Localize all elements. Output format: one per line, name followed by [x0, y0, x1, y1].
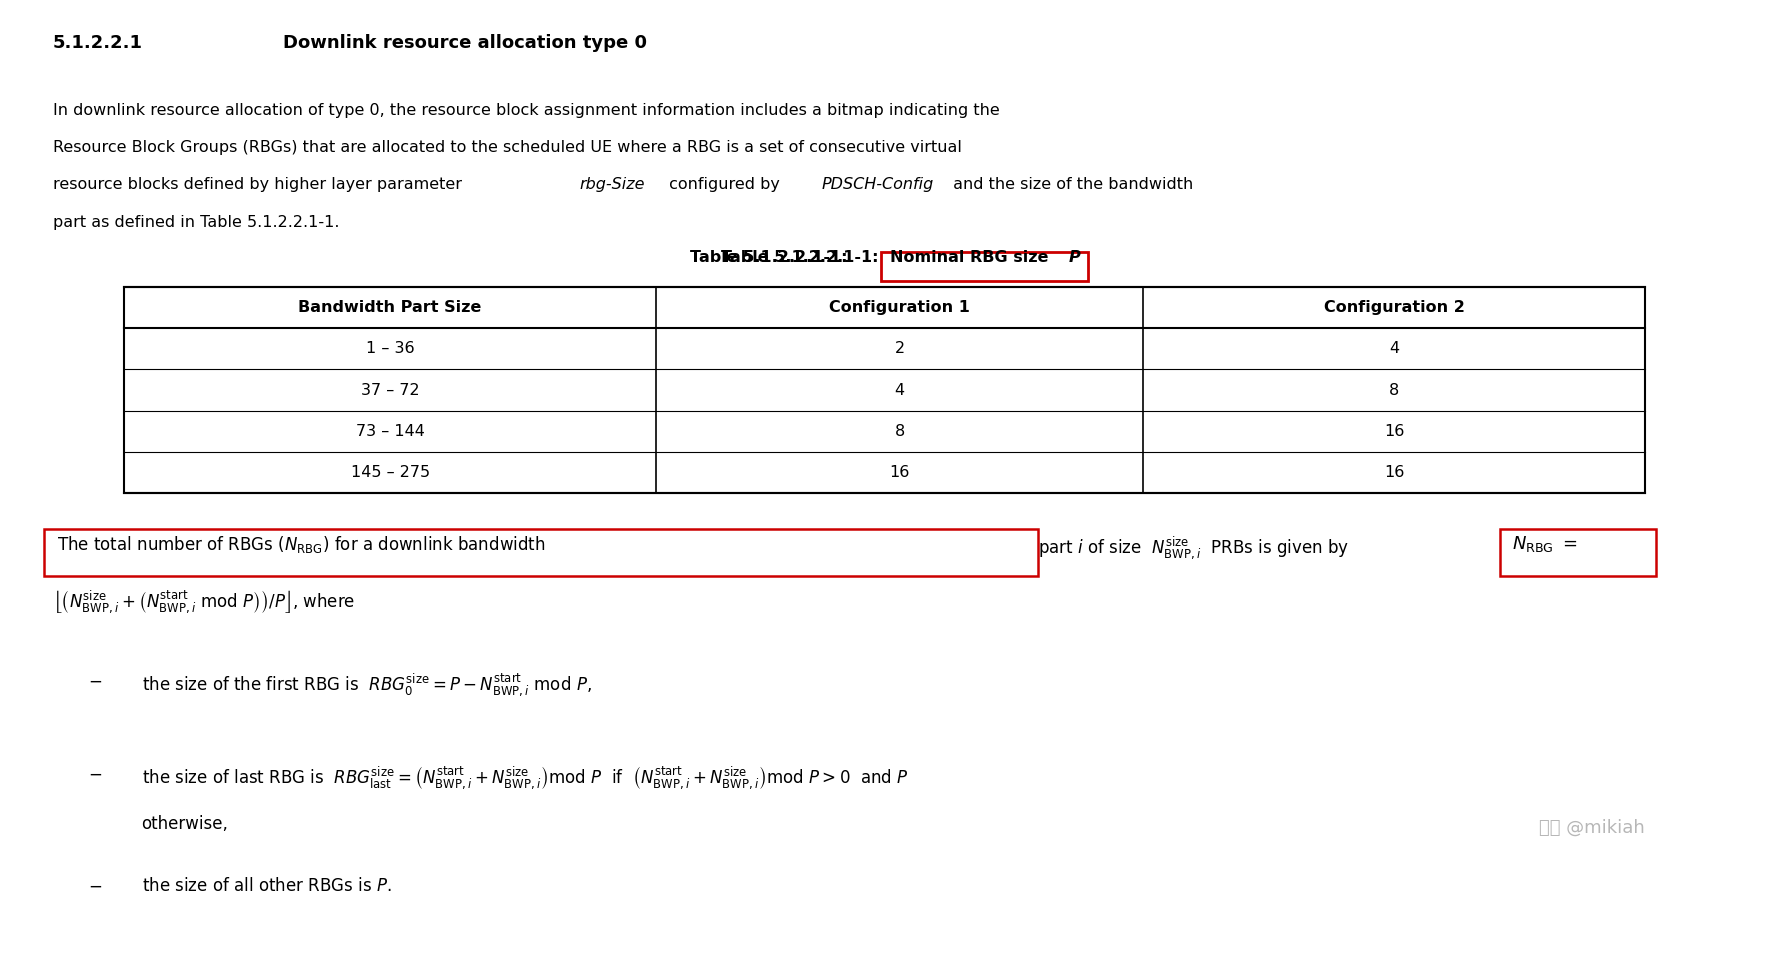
- Text: 8: 8: [1389, 382, 1399, 398]
- Text: rbg-Size: rbg-Size: [580, 177, 646, 192]
- Text: $\left\lfloor\left(N_{\mathrm{BWP},i}^{\mathrm{size}} + \left(N_{\mathrm{BWP},i}: $\left\lfloor\left(N_{\mathrm{BWP},i}^{\…: [53, 588, 356, 615]
- Text: 16: 16: [890, 465, 909, 480]
- Text: 2: 2: [895, 341, 904, 357]
- Text: resource blocks defined by higher layer parameter: resource blocks defined by higher layer …: [53, 177, 467, 192]
- Text: Configuration 1: Configuration 1: [830, 300, 969, 316]
- Text: 1 – 36: 1 – 36: [366, 341, 414, 357]
- Text: the size of all other RBGs is $P$.: the size of all other RBGs is $P$.: [142, 877, 391, 895]
- Text: 知乎 @mikiah: 知乎 @mikiah: [1539, 818, 1645, 836]
- Text: P: P: [1068, 250, 1081, 265]
- Text: 16: 16: [1383, 465, 1405, 480]
- Text: PDSCH-Config: PDSCH-Config: [821, 177, 934, 192]
- Text: Bandwidth Part Size: Bandwidth Part Size: [299, 300, 481, 316]
- Text: $-$: $-$: [88, 764, 103, 782]
- Text: Table 5.1.2.2.1-1:: Table 5.1.2.2.1-1:: [690, 250, 853, 265]
- Text: $N_{\mathrm{RBG}}$ $=$: $N_{\mathrm{RBG}}$ $=$: [1512, 534, 1578, 554]
- Text: part $i$ of size  $N_{\mathrm{BWP},i}^{\mathrm{size}}$  PRBs is given by: part $i$ of size $N_{\mathrm{BWP},i}^{\m…: [1038, 534, 1350, 561]
- Bar: [124, 287, 1645, 493]
- Text: Table 5.1.2.2.1-1:: Table 5.1.2.2.1-1:: [722, 250, 884, 265]
- Text: $-$: $-$: [88, 671, 103, 689]
- Text: otherwise,: otherwise,: [142, 815, 228, 833]
- Text: 5.1.2.2.1: 5.1.2.2.1: [53, 34, 143, 52]
- Text: the size of last RBG is  $RBG_{\mathrm{last}}^{\mathrm{size}} = \left(N_{\mathrm: the size of last RBG is $RBG_{\mathrm{la…: [142, 764, 907, 792]
- Text: configured by: configured by: [663, 177, 785, 192]
- Text: 145 – 275: 145 – 275: [350, 465, 430, 480]
- Text: Nominal RBG size: Nominal RBG size: [890, 250, 1054, 265]
- Text: 73 – 144: 73 – 144: [356, 423, 425, 439]
- Text: and the size of the bandwidth: and the size of the bandwidth: [948, 177, 1192, 192]
- Text: Downlink resource allocation type 0: Downlink resource allocation type 0: [283, 34, 647, 52]
- Text: the size of the first RBG is  $RBG_0^{\mathrm{size}} = P - N_{\mathrm{BWP},i}^{\: the size of the first RBG is $RBG_0^{\ma…: [142, 671, 591, 698]
- Text: $-$: $-$: [88, 877, 103, 895]
- Text: 8: 8: [895, 423, 904, 439]
- Text: 16: 16: [1383, 423, 1405, 439]
- Text: part as defined in Table 5.1.2.2.1-1.: part as defined in Table 5.1.2.2.1-1.: [53, 215, 340, 229]
- Text: 37 – 72: 37 – 72: [361, 382, 419, 398]
- Text: The total number of RBGs ($N_\mathrm{RBG}$) for a downlink bandwidth: The total number of RBGs ($N_\mathrm{RBG…: [57, 534, 545, 555]
- Text: 4: 4: [1389, 341, 1399, 357]
- Text: 4: 4: [895, 382, 904, 398]
- Text: In downlink resource allocation of type 0, the resource block assignment informa: In downlink resource allocation of type …: [53, 103, 999, 118]
- Text: Resource Block Groups (RBGs) that are allocated to the scheduled UE where a RBG : Resource Block Groups (RBGs) that are al…: [53, 140, 962, 155]
- Text: Configuration 2: Configuration 2: [1323, 300, 1465, 316]
